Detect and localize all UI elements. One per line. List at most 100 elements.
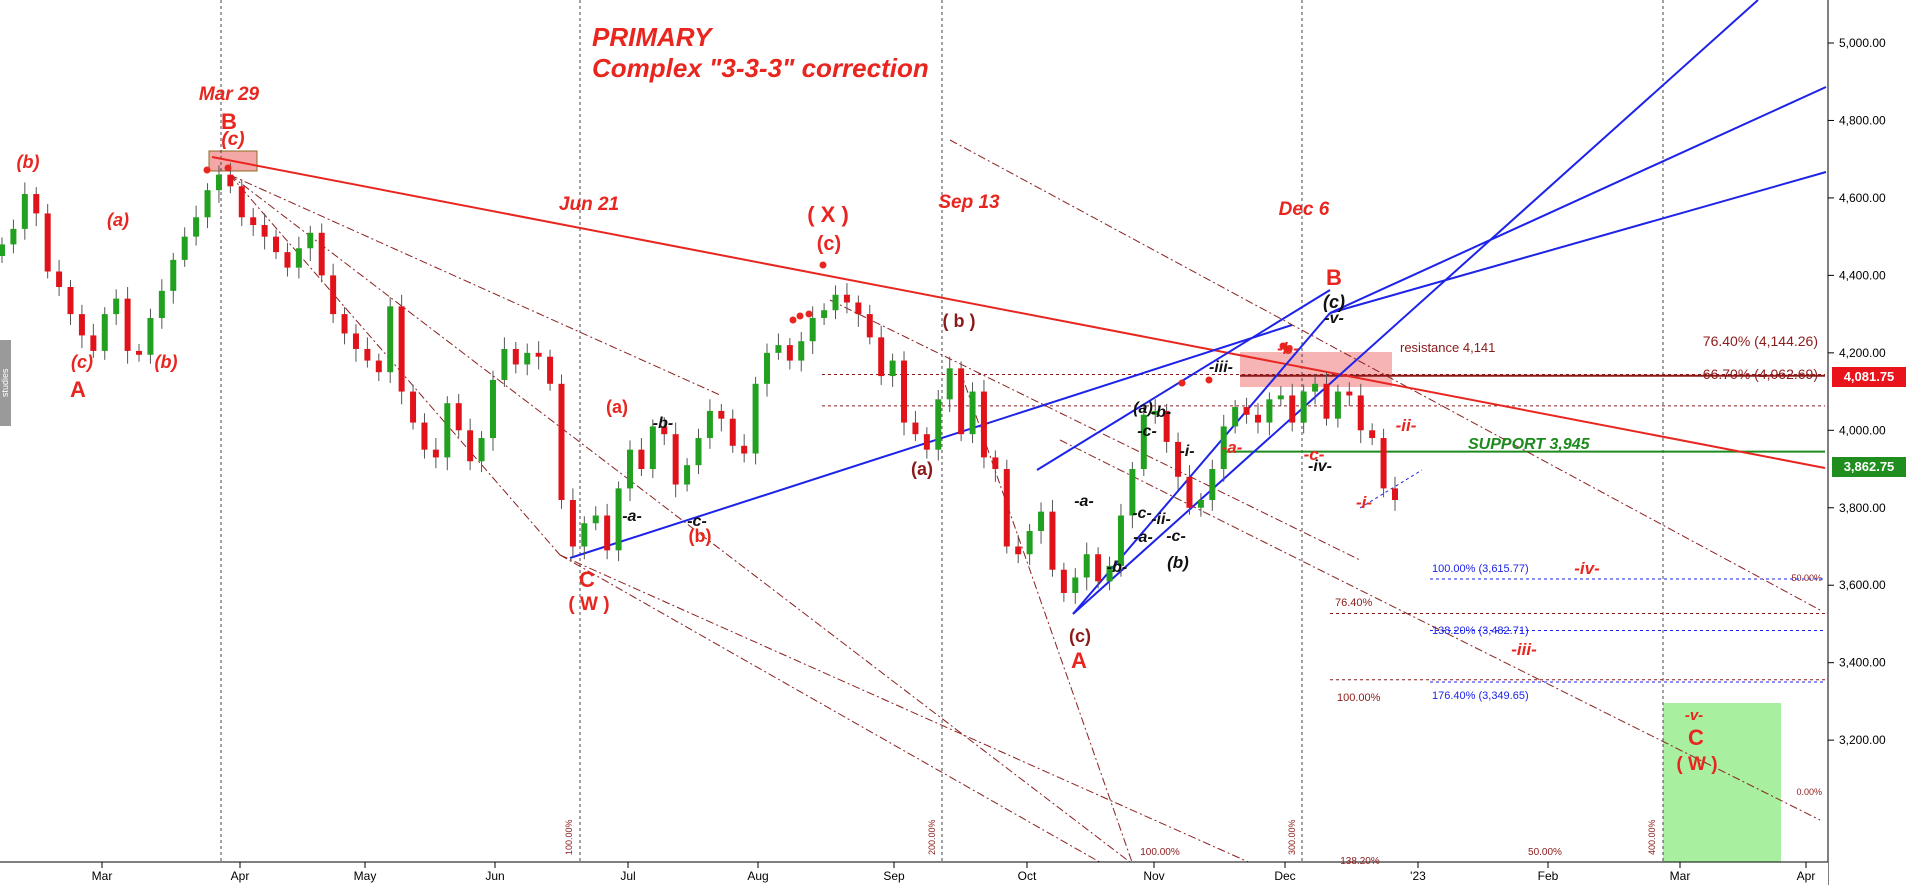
wave-label-red: -v- — [1685, 707, 1703, 724]
candle-body — [912, 422, 919, 435]
candle-body — [318, 232, 325, 276]
candle-body — [227, 174, 234, 187]
wave-dot — [789, 316, 797, 324]
candle-body — [1197, 500, 1204, 508]
wave-label-red: (c) — [817, 233, 841, 255]
candle-body — [1186, 476, 1193, 508]
candle-body — [958, 368, 965, 435]
resistance-label: resistance 4,141 — [1400, 340, 1495, 355]
channel-line — [559, 554, 1301, 886]
candle-body — [604, 515, 611, 551]
candle-body — [558, 383, 565, 501]
wave-label-black: -a- — [622, 508, 642, 525]
candle-body — [44, 213, 51, 272]
wave-label-red: (b) — [17, 152, 40, 172]
channel-line — [829, 299, 1361, 561]
y-tick-label: 3,800.00 — [1839, 501, 1886, 515]
wave-label-black: -v- — [1324, 310, 1344, 327]
candle-body — [1232, 407, 1239, 427]
candle-body — [1300, 391, 1307, 423]
wave-dot — [805, 310, 813, 318]
wave-label-black: -b- — [1107, 559, 1127, 576]
fib-label: 50.00% — [1528, 847, 1562, 858]
y-axis-panel — [1828, 0, 1909, 885]
candle-body — [0, 244, 5, 257]
candle-body — [569, 500, 576, 547]
fib-label: 50.00% — [1791, 573, 1822, 583]
candle-body — [1243, 407, 1250, 415]
wave-label-red: B — [1326, 265, 1342, 290]
candle-body — [124, 298, 131, 351]
wave-label-red: (b) — [155, 352, 178, 372]
wave-label-red: A — [70, 377, 86, 402]
wave-label-red: (b) — [689, 526, 712, 546]
candle-body — [718, 410, 725, 419]
channel-line — [1059, 439, 1821, 821]
candle-body — [1266, 399, 1273, 423]
candle-body — [33, 194, 40, 214]
fib-label: 176.40% (3,349.65) — [1432, 690, 1529, 702]
candle-body — [330, 275, 337, 315]
candle-body — [992, 457, 999, 470]
x-tick-label: Sep — [883, 869, 905, 883]
candle-body — [181, 236, 188, 260]
x-tick-label: Jul — [620, 869, 635, 883]
candle-body — [1060, 569, 1067, 593]
candle-body — [1163, 410, 1170, 442]
candle-body — [67, 286, 74, 315]
candle-body — [21, 194, 28, 229]
wave-label-red: ( W ) — [568, 594, 609, 615]
wave-label-red: (a) — [107, 210, 129, 230]
wave-label-red: (c) — [221, 129, 244, 150]
candle-body — [923, 434, 930, 450]
channel-line — [559, 554, 1141, 886]
wave-label-black: -c- — [687, 513, 707, 530]
wave-label-black: -iii- — [1209, 359, 1233, 376]
fib-label: 100.00% — [1337, 692, 1381, 704]
fib-label: 76.40% — [1335, 597, 1373, 609]
candle-body — [193, 217, 200, 237]
x-tick-label: Jun — [485, 869, 504, 883]
candle-body — [1323, 383, 1330, 419]
candle-body — [284, 252, 291, 268]
candle-body — [10, 228, 17, 245]
candle-body — [1072, 577, 1079, 593]
candle-body — [752, 383, 759, 454]
fib-vertical-label: 100.00% — [564, 819, 574, 855]
candle-body — [215, 174, 222, 191]
channel-line — [949, 139, 1821, 611]
candle-body — [889, 360, 896, 377]
candle-body — [467, 430, 474, 462]
candle-body — [706, 410, 713, 439]
fib-label: 138.20% — [1340, 856, 1380, 867]
candle-body — [455, 403, 462, 431]
candle-body — [581, 523, 588, 547]
current-price-tag: 4,081.75 — [1832, 367, 1906, 387]
wave-label-black: -iv- — [1308, 458, 1332, 475]
channel-line — [229, 174, 1161, 886]
candle-body — [684, 465, 691, 485]
candle-body — [1312, 383, 1319, 392]
y-tick-label: 4,200.00 — [1839, 346, 1886, 360]
candle-body — [535, 352, 542, 357]
candle-body — [56, 271, 63, 287]
candle-body — [1140, 414, 1147, 470]
candle-body — [78, 314, 85, 336]
wave-dot — [1178, 379, 1186, 387]
wave-label-black: -b- — [1151, 404, 1171, 421]
candle-body — [1003, 469, 1010, 547]
candle-body — [866, 314, 873, 338]
candle-body — [547, 356, 554, 384]
support-label: SUPPORT 3,945 — [1468, 436, 1591, 453]
candle-body — [855, 302, 862, 315]
wave-label-red: -a- — [1222, 438, 1243, 457]
blue-fan-mid — [1329, 86, 1827, 314]
candle-body — [1209, 469, 1216, 501]
x-tick-label: Apr — [231, 869, 250, 883]
candle-body — [1129, 469, 1136, 516]
wave-label-red: ( W ) — [1676, 754, 1717, 775]
candle-body — [398, 306, 405, 392]
candle-body — [1026, 530, 1033, 555]
candle-body — [250, 217, 257, 226]
studies-side-tab[interactable]: studies — [0, 340, 11, 426]
